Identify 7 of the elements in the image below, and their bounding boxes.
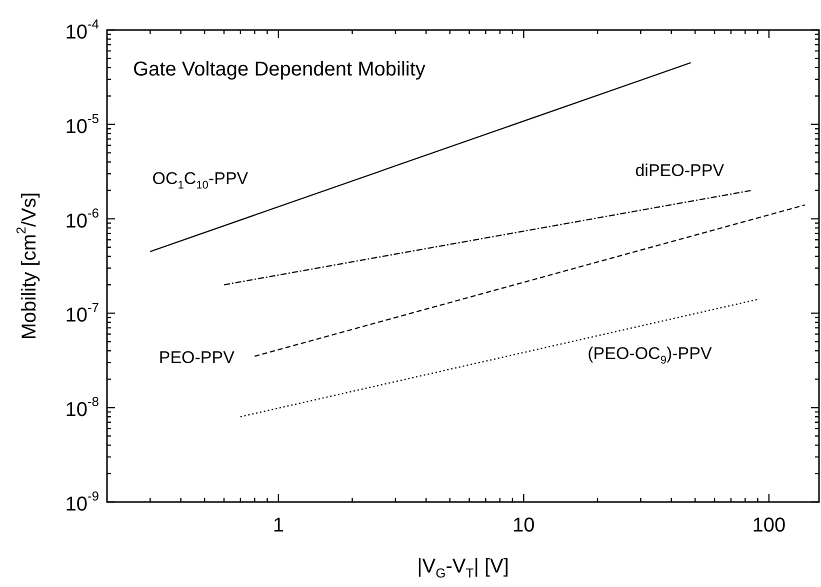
text: Gate Voltage Dependent Mobility — [133, 58, 426, 81]
y-axis-title: Mobility [cm2/Vs] — [14, 192, 41, 340]
series-label: PEO-PPV — [158, 348, 236, 367]
series-label: diPEO-PPV — [635, 161, 725, 180]
x-tick-label: 100 — [752, 514, 786, 537]
x-tick-label: 10 — [512, 514, 535, 537]
x-tick-label: 1 — [272, 514, 284, 537]
